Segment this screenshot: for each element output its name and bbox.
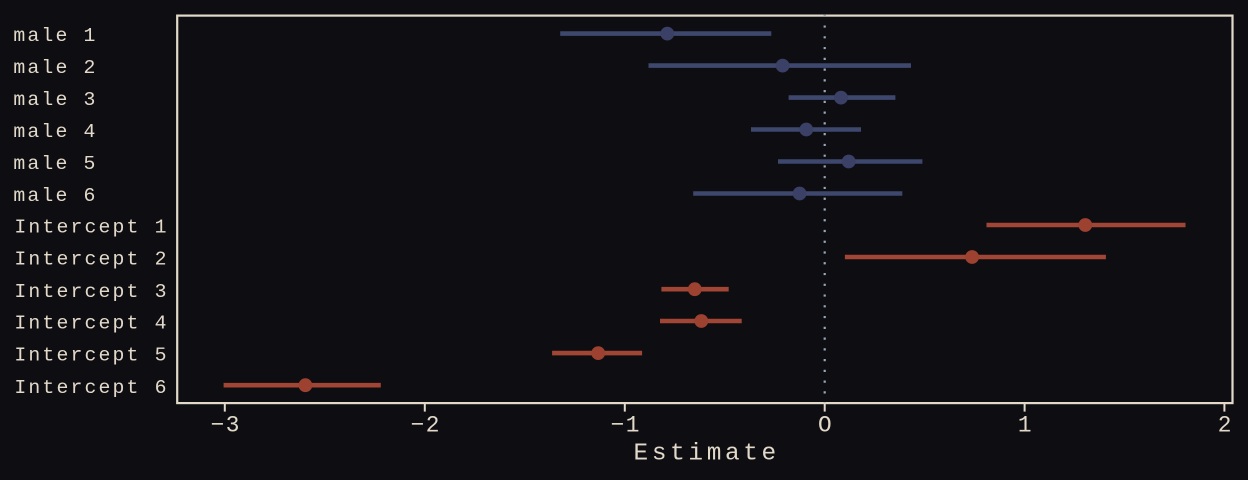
svg-text:−1: −1 — [610, 413, 641, 439]
svg-text:Intercept 4: Intercept 4 — [14, 313, 168, 335]
svg-text:−2: −2 — [410, 413, 441, 439]
svg-text:male 4: male 4 — [13, 121, 97, 143]
svg-text:Intercept 3: Intercept 3 — [14, 281, 168, 303]
svg-text:2: 2 — [1218, 413, 1233, 439]
svg-text:1: 1 — [1018, 413, 1033, 439]
svg-text:−3: −3 — [210, 413, 241, 439]
svg-text:male 5: male 5 — [13, 153, 97, 175]
svg-text:male 6: male 6 — [13, 185, 97, 207]
svg-text:Intercept 6: Intercept 6 — [14, 377, 168, 399]
svg-text:Intercept 2: Intercept 2 — [14, 249, 168, 271]
svg-text:male 3: male 3 — [13, 89, 97, 111]
svg-text:male 2: male 2 — [13, 57, 97, 79]
svg-text:Estimate: Estimate — [634, 441, 780, 468]
svg-text:Intercept 1: Intercept 1 — [14, 217, 168, 239]
svg-text:male 1: male 1 — [13, 25, 97, 47]
svg-text:O: O — [818, 413, 833, 439]
svg-text:Intercept 5: Intercept 5 — [14, 345, 168, 367]
